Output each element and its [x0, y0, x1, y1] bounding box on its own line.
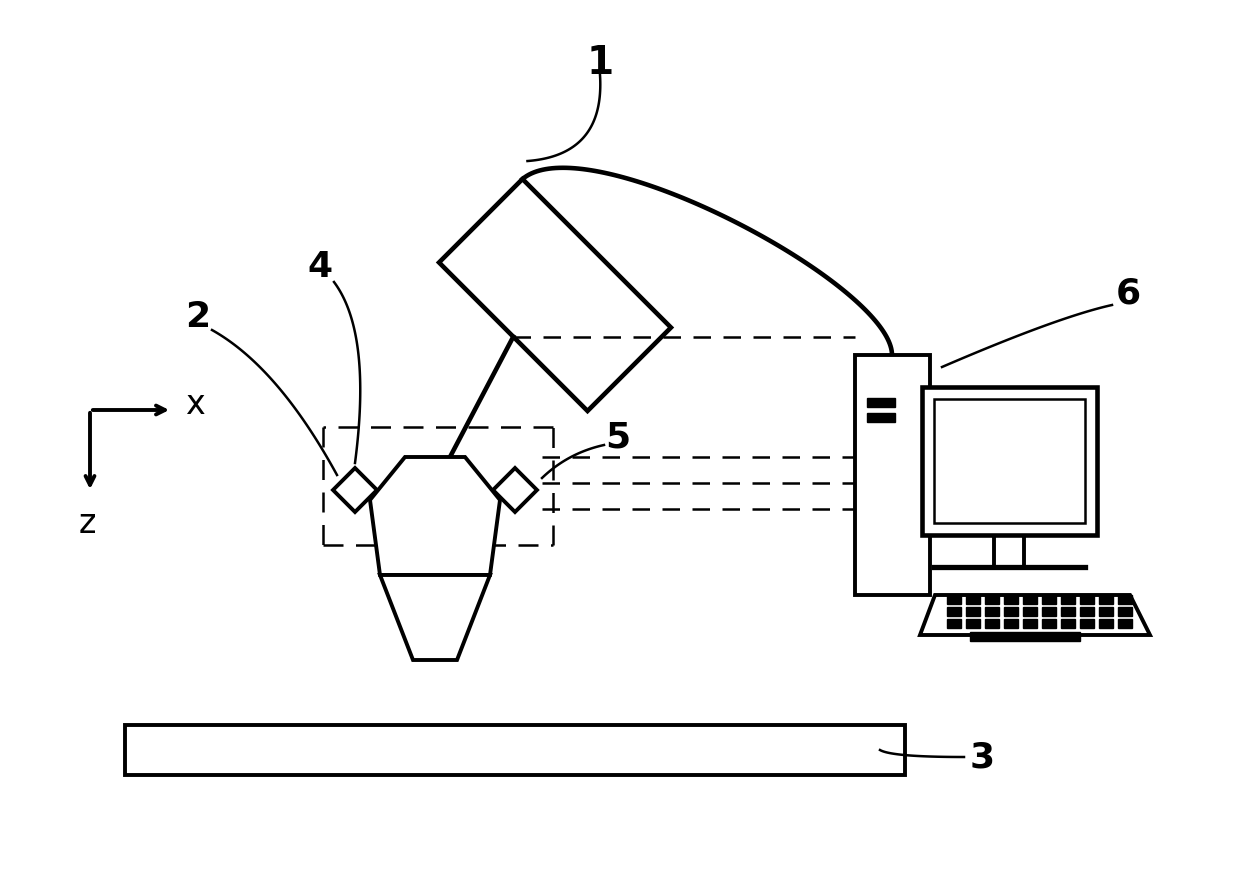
Polygon shape: [920, 595, 1149, 635]
Bar: [985, 619, 999, 628]
Bar: [125, 725, 905, 775]
Bar: [1004, 595, 1018, 604]
Bar: [1023, 595, 1037, 604]
Bar: [867, 398, 895, 407]
Polygon shape: [334, 468, 377, 512]
Bar: [1099, 595, 1114, 604]
Polygon shape: [370, 457, 500, 575]
Bar: [966, 595, 980, 604]
Bar: [966, 619, 980, 628]
Bar: [1042, 607, 1056, 616]
Text: 6: 6: [1116, 276, 1141, 310]
Bar: [1099, 607, 1114, 616]
Bar: [985, 595, 999, 604]
Bar: [1080, 595, 1094, 604]
Bar: [947, 619, 961, 628]
Bar: [934, 399, 1085, 523]
Bar: [1004, 619, 1018, 628]
Bar: [1118, 619, 1132, 628]
Text: 1: 1: [587, 44, 614, 82]
Bar: [1099, 619, 1114, 628]
Bar: [1023, 619, 1037, 628]
Text: 2: 2: [186, 300, 211, 334]
Polygon shape: [494, 468, 537, 512]
Bar: [1042, 619, 1056, 628]
Text: z: z: [78, 507, 95, 540]
Bar: [947, 595, 961, 604]
Bar: [1080, 619, 1094, 628]
Bar: [985, 607, 999, 616]
Bar: [1061, 619, 1075, 628]
Polygon shape: [439, 179, 671, 411]
Polygon shape: [379, 575, 490, 660]
Bar: [867, 413, 895, 422]
Bar: [947, 607, 961, 616]
Bar: [1023, 607, 1037, 616]
Bar: [966, 607, 980, 616]
Bar: [1080, 607, 1094, 616]
Text: 5: 5: [605, 420, 631, 454]
Text: x: x: [185, 389, 205, 421]
Bar: [1118, 595, 1132, 604]
Bar: [1061, 607, 1075, 616]
Bar: [1042, 595, 1056, 604]
Bar: [923, 387, 1097, 535]
Bar: [1004, 607, 1018, 616]
Bar: [970, 632, 1080, 641]
Bar: [1061, 595, 1075, 604]
Bar: [856, 355, 930, 595]
Text: 4: 4: [308, 250, 332, 284]
Text: 3: 3: [970, 740, 994, 774]
Bar: [1118, 607, 1132, 616]
